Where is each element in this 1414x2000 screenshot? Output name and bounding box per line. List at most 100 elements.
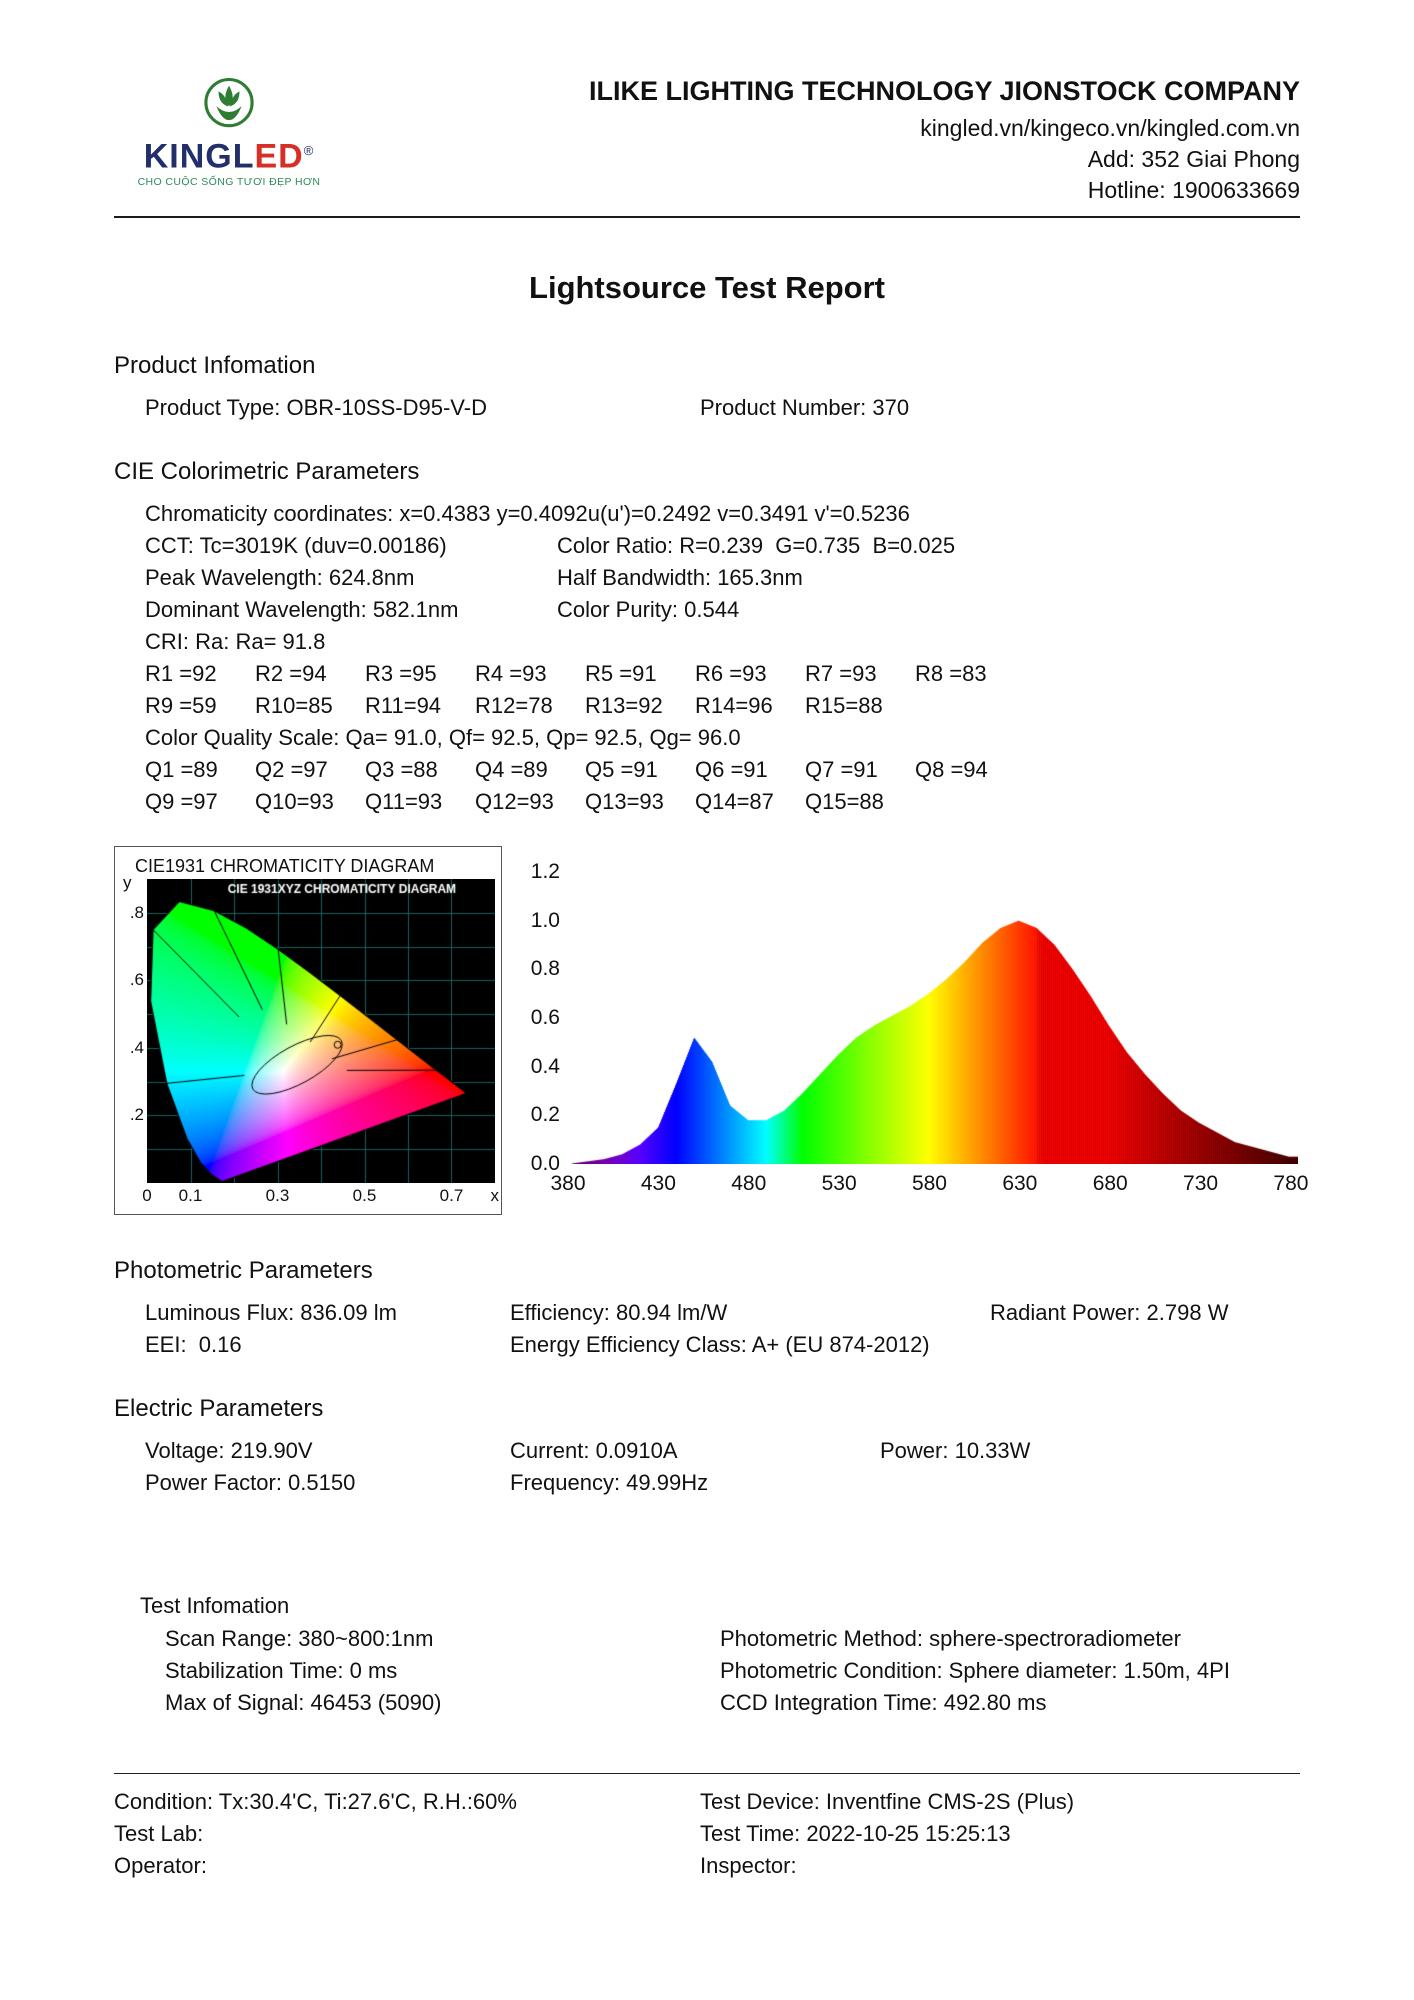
color-quality-scale-value: Color Quality Scale: Qa= 91.0, Qf= 92.5,… bbox=[145, 725, 741, 750]
cie-parameters-heading: CIE Colorimetric Parameters bbox=[114, 458, 420, 485]
spectrum-x-tick-label: 630 bbox=[1002, 1172, 1038, 1195]
cie1931-canvas bbox=[147, 879, 495, 1183]
photometric-condition-value: Photometric Condition: Sphere diameter: … bbox=[720, 1658, 1230, 1683]
cie-diagram-main: y .2 .4 .6 .8 bbox=[121, 873, 495, 1183]
product-number: Product Number: 370 bbox=[700, 395, 910, 420]
q-value: Q8 =94 bbox=[915, 757, 988, 782]
product-info-heading: Product Infomation bbox=[114, 352, 316, 379]
cri-r-value: R3 =95 bbox=[365, 661, 437, 686]
report-title: Lightsource Test Report bbox=[529, 270, 885, 305]
test-time-value: Test Time: 2022-10-25 15:25:13 bbox=[700, 1821, 1011, 1846]
cie-y-tick-label: .8 bbox=[129, 902, 144, 922]
spectrum-y-tick-label: 0.8 bbox=[530, 957, 560, 981]
spectrum-y-tick-label: 1.0 bbox=[530, 908, 560, 932]
test-info-heading: Test Infomation bbox=[140, 1593, 290, 1618]
cct-value: CCT: Tc=3019K (duv=0.00186) bbox=[145, 533, 447, 558]
cri-value: CRI: Ra: Ra= 91.8 bbox=[145, 629, 326, 654]
ccd-integration-time-value: CCD Integration Time: 492.80 ms bbox=[720, 1690, 1047, 1715]
efficiency-value: Efficiency: 80.94 lm/W bbox=[510, 1300, 728, 1325]
cie-y-tick-label: .4 bbox=[129, 1037, 144, 1057]
q-values-row-1: Q1 =89 Q2 =97 Q3 =88 Q4 =89 Q5 =91 Q6 =9… bbox=[145, 754, 1300, 786]
q-value: Q11=93 bbox=[365, 789, 443, 814]
cri-r-value: R4 =93 bbox=[475, 661, 547, 686]
company-website: kingled.vn/kingeco.vn/kingled.com.vn bbox=[920, 115, 1300, 141]
spectrum-x-tick-label: 430 bbox=[640, 1172, 676, 1195]
cie-y-ticks: y .2 .4 .6 .8 bbox=[121, 873, 147, 1183]
peak-wavelength-row: Peak Wavelength: 624.8nm Half Bandwidth:… bbox=[145, 562, 1300, 594]
spectrum-x-tick-label: 530 bbox=[821, 1172, 857, 1195]
test-info-row-3: Max of Signal: 46453 (5090) CCD Integrat… bbox=[165, 1687, 1300, 1719]
peak-wavelength-value: Peak Wavelength: 624.8nm bbox=[145, 565, 415, 590]
voltage-value: Voltage: 219.90V bbox=[145, 1438, 313, 1463]
q-value: Q9 =97 bbox=[145, 789, 218, 814]
cri-r-value: R7 =93 bbox=[805, 661, 877, 686]
logo-wordmark-main: KINGL bbox=[143, 137, 255, 176]
logo-wordmark: KINGLED® bbox=[144, 134, 315, 173]
spectrum-x-tick-label: 730 bbox=[1183, 1172, 1219, 1195]
cie-x-tick-label: 0.5 bbox=[352, 1186, 377, 1205]
charts-row: CIE1931 CHROMATICITY DIAGRAM y .2.4.6.8 … bbox=[114, 846, 1308, 1215]
chromaticity-uv: u(u')=0.2492 v=0.3491 v'=0.5236 bbox=[587, 501, 910, 526]
q-value: Q3 =88 bbox=[365, 757, 438, 782]
cri-r-value: R1 =92 bbox=[145, 661, 217, 686]
test-info-rows: Scan Range: 380~800:1nm Photometric Meth… bbox=[114, 1623, 1300, 1719]
dominant-wavelength-value: Dominant Wavelength: 582.1nm bbox=[145, 597, 459, 622]
spectrum-x-tick-label: 680 bbox=[1092, 1172, 1128, 1195]
spectrum-x-tick-label: 580 bbox=[911, 1172, 947, 1195]
spectrum-x-tick-label: 380 bbox=[550, 1172, 586, 1195]
report-header: KINGLED® CHO CUỘC SỐNG TƯƠI ĐẸP HƠN ILIK… bbox=[114, 0, 1300, 218]
color-purity-value: Color Purity: 0.544 bbox=[557, 597, 740, 622]
photometric-row-1: Luminous Flux: 836.09 lm Efficiency: 80.… bbox=[145, 1297, 1300, 1329]
report-page: KINGLED® CHO CUỘC SỐNG TƯƠI ĐẸP HƠN ILIK… bbox=[114, 0, 1308, 1882]
cie-y-axis-label: y bbox=[123, 873, 132, 892]
footer-row-2: Test Lab: Test Time: 2022-10-25 15:25:13 bbox=[114, 1818, 1300, 1850]
energy-class-value: Energy Efficiency Class: A+ (EU 874-2012… bbox=[510, 1332, 930, 1357]
logo-wordmark-accent: ED bbox=[254, 137, 304, 176]
cie-x-tick-label: 0 bbox=[142, 1186, 152, 1205]
q-values-row-2: Q9 =97 Q10=93 Q11=93 Q12=93 Q13=93 Q14=8… bbox=[145, 786, 1300, 818]
test-lab-label: Test Lab: bbox=[114, 1821, 204, 1846]
cri-r-value: R10=85 bbox=[255, 693, 333, 718]
cie-x-axis-label: x bbox=[490, 1186, 500, 1205]
cri-values-row-1: R1 =92 R2 =94 R3 =95 R4 =93 R5 =91 R6 =9… bbox=[145, 658, 1300, 690]
cri-r-value: R14=96 bbox=[695, 693, 773, 718]
cri-r-value: R12=78 bbox=[475, 693, 553, 718]
company-hotline: Hotline: 1900633669 bbox=[1087, 177, 1300, 203]
q-value: Q15=88 bbox=[805, 789, 884, 814]
power-value: Power: 10.33W bbox=[880, 1438, 1031, 1463]
cie-y-tick-label: .6 bbox=[129, 970, 144, 990]
electric-parameters-heading: Electric Parameters bbox=[114, 1395, 324, 1422]
cie-diagram-title: CIE1931 CHROMATICITY DIAGRAM bbox=[135, 856, 435, 876]
spectrum-y-tick-label: 0.2 bbox=[530, 1103, 560, 1127]
electric-row-1: Voltage: 219.90V Current: 0.0910A Power:… bbox=[145, 1435, 1300, 1467]
cri-r-value: R6 =93 bbox=[695, 661, 767, 686]
product-type: Product Type: OBR-10SS-D95-V-D bbox=[145, 395, 487, 420]
test-info-row-1: Scan Range: 380~800:1nm Photometric Meth… bbox=[165, 1623, 1300, 1655]
photometric-row-2: EEI: 0.16 Energy Efficiency Class: A+ (E… bbox=[145, 1329, 1300, 1361]
condition-value: Condition: Tx:30.4'C, Ti:27.6'C, R.H.:60… bbox=[114, 1789, 517, 1814]
cri-r-value: R13=92 bbox=[585, 693, 663, 718]
cie-y-tick-label: .2 bbox=[129, 1105, 144, 1125]
stabilization-time-value: Stabilization Time: 0 ms bbox=[165, 1658, 398, 1683]
cct-row: CCT: Tc=3019K (duv=0.00186) Color Ratio:… bbox=[145, 530, 1300, 562]
q-value: Q12=93 bbox=[475, 789, 554, 814]
spectrum-main: 1.2 1.0 0.8 0.6 0.4 0.2 0.0 bbox=[522, 860, 1300, 1175]
cie-chromaticity-diagram-box: CIE1931 CHROMATICITY DIAGRAM y .2.4.6.8 … bbox=[114, 846, 502, 1215]
eei-value: EEI: 0.16 bbox=[145, 1332, 242, 1357]
cie-x-tick-label: 0.3 bbox=[265, 1186, 290, 1205]
photometric-parameters-heading: Photometric Parameters bbox=[114, 1257, 373, 1284]
kingled-logo: KINGLED® CHO CUỘC SỐNG TƯƠI ĐẸP HƠN bbox=[114, 76, 344, 188]
footer-row-3: Operator: Inspector: bbox=[114, 1850, 1300, 1882]
power-factor-value: Power Factor: 0.5150 bbox=[145, 1470, 356, 1495]
test-info-row-2: Stabilization Time: 0 ms Photometric Con… bbox=[165, 1655, 1300, 1687]
q-value: Q2 =97 bbox=[255, 757, 328, 782]
spectrum-y-tick-label: 1.2 bbox=[530, 860, 560, 883]
footer-divider bbox=[114, 1773, 1300, 1774]
test-device-value: Test Device: Inventfine CMS-2S (Plus) bbox=[700, 1789, 1075, 1814]
spectrum-x-tick-label: 480 bbox=[731, 1172, 767, 1195]
cie-x-ticks: x 0 0.1 0.3 0.5 0.7 bbox=[142, 1186, 499, 1208]
q-value: Q14=87 bbox=[695, 789, 774, 814]
q-value: Q7 =91 bbox=[805, 757, 878, 782]
q-value: Q1 =89 bbox=[145, 757, 218, 782]
color-ratio-value: Color Ratio: R=0.239 G=0.735 B=0.025 bbox=[557, 533, 956, 558]
